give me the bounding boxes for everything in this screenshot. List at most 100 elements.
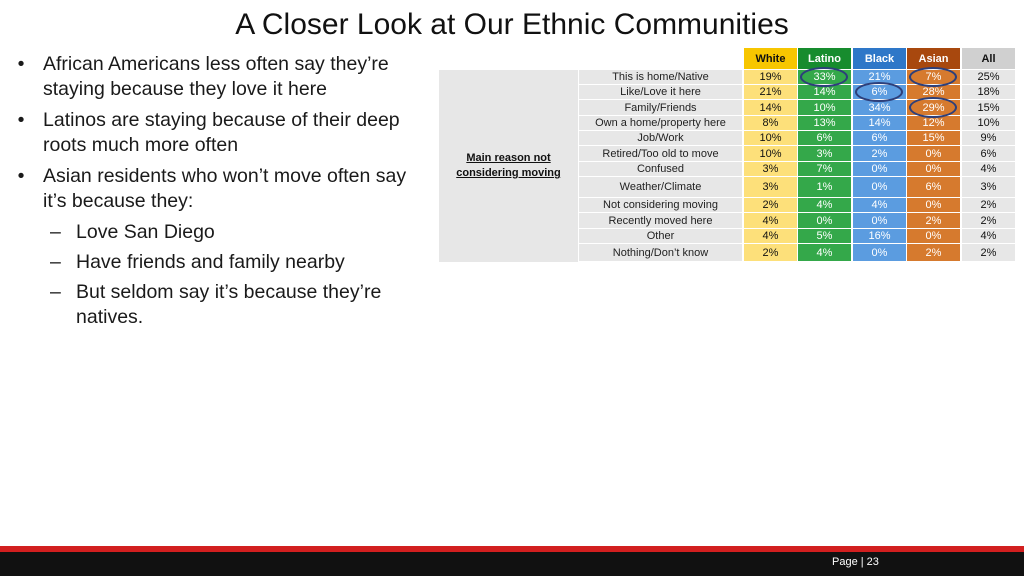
row-label: Confused xyxy=(579,162,742,176)
row-group-label-area xyxy=(439,70,578,262)
highlight-circle xyxy=(855,82,903,102)
table-cell: 4% xyxy=(798,244,851,261)
bullet-dot-icon: • xyxy=(17,109,25,131)
dash-icon: – xyxy=(50,251,61,273)
row-label: Family/Friends xyxy=(579,100,742,115)
table-cell: 3% xyxy=(744,177,797,197)
table-cell: 0% xyxy=(853,213,906,228)
dash-icon: – xyxy=(50,221,61,243)
highlight-circle xyxy=(909,67,957,87)
table-cell: 14% xyxy=(853,116,906,130)
sub-bullet-item: – Love San Diego xyxy=(14,220,414,245)
sub-bullet-text: But seldom say it’s because they’re nati… xyxy=(76,281,382,328)
row-label: Like/Love it here xyxy=(579,85,742,99)
table-cell: 3% xyxy=(962,177,1015,197)
table-cell: 9% xyxy=(962,131,1015,145)
row-label: Nothing/Don’t know xyxy=(579,244,742,261)
table-cell: 2% xyxy=(853,146,906,161)
table-cell: 21% xyxy=(853,70,906,84)
slide-title: A Closer Look at Our Ethnic Communities xyxy=(235,8,789,41)
table-cell: 14% xyxy=(744,100,797,115)
table-cell: 4% xyxy=(962,229,1015,243)
row-label: This is home/Native xyxy=(579,70,742,84)
table-cell: 6% xyxy=(962,146,1015,161)
row-label: Own a home/property here xyxy=(579,116,742,130)
row-label: Recently moved here xyxy=(579,213,742,228)
table-cell: 0% xyxy=(853,162,906,176)
table-cell: 6% xyxy=(798,131,851,145)
table-cell: 2% xyxy=(962,213,1015,228)
table-cell: 2% xyxy=(962,198,1015,212)
table-cell: 4% xyxy=(744,229,797,243)
table-cell: 3% xyxy=(744,162,797,176)
bullet-item: • Latinos are staying because of their d… xyxy=(14,108,414,158)
table-cell: 4% xyxy=(798,198,851,212)
table-cell: 0% xyxy=(907,162,960,176)
table-cell: 2% xyxy=(907,244,960,261)
table-cell: 15% xyxy=(962,100,1015,115)
table-cell: 14% xyxy=(798,85,851,99)
table-cell: 18% xyxy=(962,85,1015,99)
column-header: All xyxy=(962,48,1015,69)
table-cell: 16% xyxy=(853,229,906,243)
page-number: Page | 23 xyxy=(832,556,879,568)
table-cell: 0% xyxy=(798,213,851,228)
row-label: Other xyxy=(579,229,742,243)
dash-icon: – xyxy=(50,281,61,303)
table-cell: 0% xyxy=(853,177,906,197)
table-cell: 25% xyxy=(962,70,1015,84)
row-label: Not considering moving xyxy=(579,198,742,212)
column-header: White xyxy=(744,48,797,69)
table-cell: 4% xyxy=(744,213,797,228)
table-cell: 2% xyxy=(907,213,960,228)
table-cell: 15% xyxy=(907,131,960,145)
footer-red-stripe xyxy=(0,546,1024,552)
highlight-circle xyxy=(909,97,957,118)
bullet-item: • African Americans less often say they’… xyxy=(14,52,414,102)
table-cell: 6% xyxy=(853,131,906,145)
sub-bullet-text: Love San Diego xyxy=(76,221,215,243)
table-cell: 19% xyxy=(744,70,797,84)
bullet-text: African Americans less often say they’re… xyxy=(43,53,389,100)
table-cell: 10% xyxy=(798,100,851,115)
table-cell: 0% xyxy=(853,244,906,261)
bullet-list: • African Americans less often say they’… xyxy=(14,52,414,335)
table-cell: 1% xyxy=(798,177,851,197)
table-cell: 8% xyxy=(744,116,797,130)
table-cell: 4% xyxy=(962,162,1015,176)
table-cell: 3% xyxy=(798,146,851,161)
table-cell: 0% xyxy=(907,146,960,161)
row-label: Retired/Too old to move xyxy=(579,146,742,161)
table-cell: 2% xyxy=(962,244,1015,261)
table-cell: 7% xyxy=(798,162,851,176)
row-label: Weather/Climate xyxy=(579,177,742,197)
bullet-dot-icon: • xyxy=(17,165,25,187)
table-cell: 28% xyxy=(907,85,960,99)
table-cell: 0% xyxy=(907,229,960,243)
table-cell: 10% xyxy=(744,131,797,145)
table-cell: 2% xyxy=(744,244,797,261)
bullet-dot-icon: • xyxy=(17,53,25,75)
sub-bullet-text: Have friends and family nearby xyxy=(76,251,345,273)
table-cell: 13% xyxy=(798,116,851,130)
column-header: Asian xyxy=(907,48,960,69)
sub-bullet-item: – But seldom say it’s because they’re na… xyxy=(14,280,414,330)
row-label: Job/Work xyxy=(579,131,742,145)
table-cell: 34% xyxy=(853,100,906,115)
column-header: Black xyxy=(853,48,906,69)
table-cell: 6% xyxy=(907,177,960,197)
table-cell: 10% xyxy=(962,116,1015,130)
row-group-label: Main reason not considering moving xyxy=(456,152,561,179)
sub-bullet-item: – Have friends and family nearby xyxy=(14,250,414,275)
table-cell: 5% xyxy=(798,229,851,243)
bullet-text: Asian residents who won’t move often say… xyxy=(43,165,407,212)
table-cell: 0% xyxy=(907,198,960,212)
table-cell: 4% xyxy=(853,198,906,212)
highlight-circle xyxy=(800,67,848,87)
bullet-text: Latinos are staying because of their dee… xyxy=(43,109,400,156)
table-cell: 2% xyxy=(744,198,797,212)
table-cell: 10% xyxy=(744,146,797,161)
table-cell: 21% xyxy=(744,85,797,99)
footer-bar xyxy=(0,552,1024,576)
column-header: Latino xyxy=(798,48,851,69)
